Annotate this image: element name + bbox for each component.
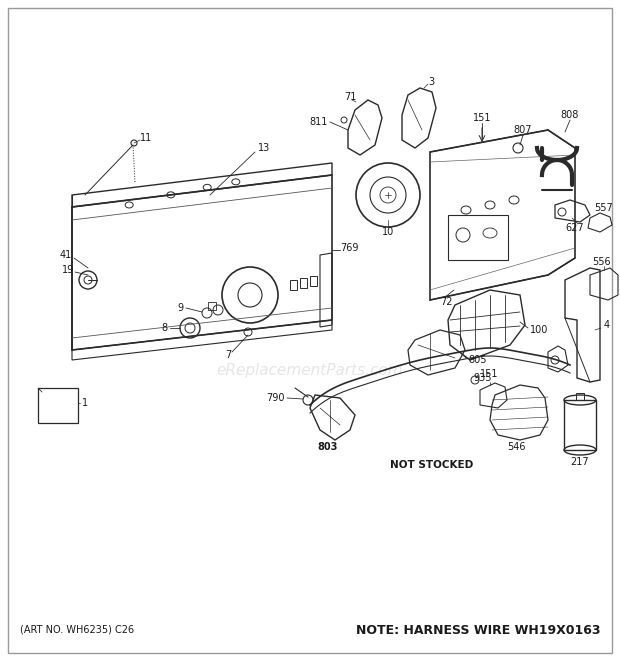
Text: 805: 805 bbox=[468, 355, 487, 365]
Bar bbox=[208, 302, 216, 310]
Text: (ART NO. WH6235) C26: (ART NO. WH6235) C26 bbox=[20, 625, 134, 635]
Text: 1: 1 bbox=[82, 398, 88, 408]
Bar bbox=[300, 278, 307, 288]
Text: NOTE: HARNESS WIRE WH19X0163: NOTE: HARNESS WIRE WH19X0163 bbox=[355, 623, 600, 637]
Text: 627: 627 bbox=[565, 223, 584, 233]
Text: 151: 151 bbox=[480, 369, 498, 379]
Text: 4: 4 bbox=[604, 320, 610, 330]
Text: 935: 935 bbox=[474, 373, 492, 383]
Text: 808: 808 bbox=[561, 110, 579, 120]
Text: 769: 769 bbox=[340, 243, 358, 253]
Text: 807: 807 bbox=[514, 125, 532, 135]
Text: 556: 556 bbox=[592, 257, 611, 267]
Bar bbox=[576, 393, 584, 400]
Text: 72: 72 bbox=[440, 297, 453, 307]
Text: 9: 9 bbox=[177, 303, 183, 313]
Text: 811: 811 bbox=[309, 117, 328, 127]
Text: eReplacementParts.com: eReplacementParts.com bbox=[216, 362, 404, 377]
Text: 41: 41 bbox=[60, 250, 73, 260]
Text: 557: 557 bbox=[594, 203, 613, 213]
Bar bbox=[448, 215, 508, 260]
Bar bbox=[564, 400, 596, 450]
Text: 546: 546 bbox=[507, 442, 525, 452]
Bar bbox=[290, 280, 297, 290]
Text: NOT STOCKED: NOT STOCKED bbox=[391, 460, 474, 470]
Text: 11: 11 bbox=[140, 133, 153, 143]
Text: 19: 19 bbox=[62, 265, 74, 275]
Text: 151: 151 bbox=[472, 113, 491, 123]
Text: 100: 100 bbox=[530, 325, 548, 335]
Text: 13: 13 bbox=[258, 143, 270, 153]
Text: 10: 10 bbox=[382, 227, 394, 237]
Text: 217: 217 bbox=[570, 457, 590, 467]
Text: 7: 7 bbox=[225, 350, 231, 360]
Text: 3: 3 bbox=[428, 77, 434, 87]
Bar bbox=[310, 276, 317, 286]
Text: 803: 803 bbox=[318, 442, 338, 452]
Bar bbox=[38, 388, 78, 423]
Text: 790: 790 bbox=[267, 393, 285, 403]
Text: 8: 8 bbox=[162, 323, 168, 333]
Text: 71: 71 bbox=[344, 92, 356, 102]
